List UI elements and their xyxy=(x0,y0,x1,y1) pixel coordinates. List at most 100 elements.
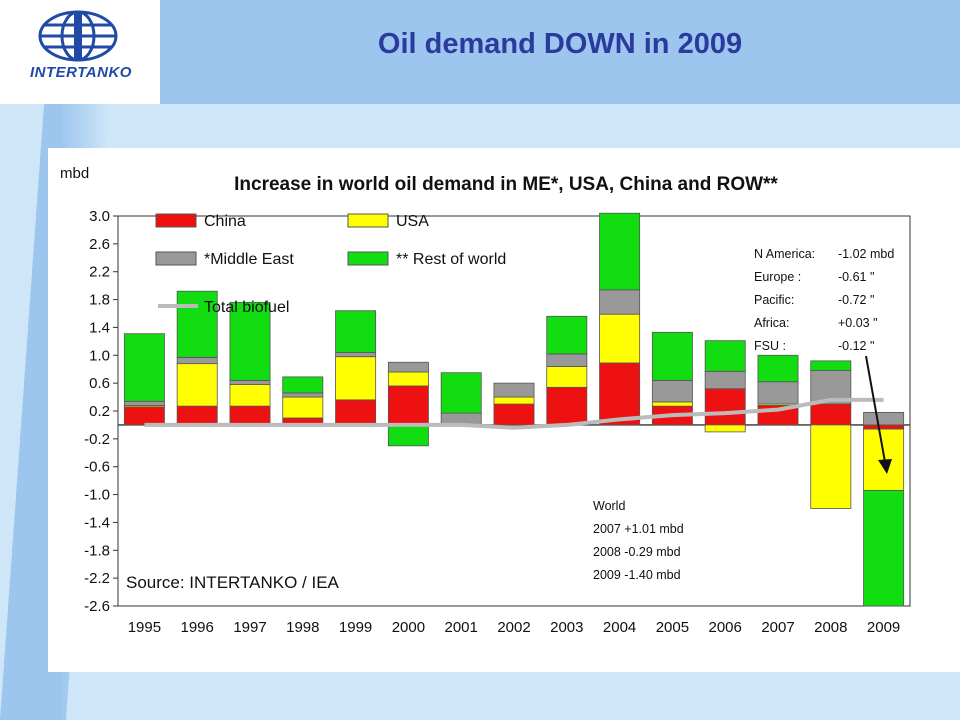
logo-area: INTERTANKO xyxy=(0,0,160,104)
bar-segment xyxy=(599,313,641,364)
chart-title: Increase in world oil demand in ME*, USA… xyxy=(234,174,778,195)
legend-swatch xyxy=(347,251,389,266)
biofuel-line xyxy=(144,397,884,430)
bar-segment xyxy=(229,379,271,385)
x-tick-label: 1995 xyxy=(128,619,161,636)
bar-segment xyxy=(229,301,271,381)
bar-segment xyxy=(176,363,218,407)
bar-segment xyxy=(493,396,535,405)
x-tick-label: 1998 xyxy=(286,619,319,636)
bar-segment xyxy=(546,386,588,426)
world-note: World xyxy=(593,499,625,513)
bar-segment xyxy=(493,382,535,398)
arrow-head-icon xyxy=(878,459,892,474)
bar-segment xyxy=(229,384,271,407)
bar-segment xyxy=(229,405,271,426)
bar-segment xyxy=(123,406,165,426)
bar-segment xyxy=(176,290,218,358)
region-note-value: +0.03 " xyxy=(838,316,878,330)
bar-segment xyxy=(546,353,588,367)
bar-segment xyxy=(493,403,535,426)
region-note-label: Africa: xyxy=(754,316,789,330)
y-tick-label: -2.2 xyxy=(84,570,110,587)
x-tick-label: 2005 xyxy=(656,619,689,636)
bar-segment xyxy=(651,379,693,403)
region-note-label: Europe : xyxy=(754,270,801,284)
bar-segment xyxy=(757,381,799,405)
bar-segment xyxy=(863,489,905,607)
x-tick-label: 2001 xyxy=(445,619,478,636)
legend-label: *Middle East xyxy=(204,251,294,268)
bar-segment xyxy=(282,396,324,419)
y-tick-label: 1.4 xyxy=(89,319,110,336)
y-tick-label: 3.0 xyxy=(89,208,110,225)
x-tick-label: 1997 xyxy=(233,619,266,636)
x-tick-label: 2007 xyxy=(761,619,794,636)
bar-segment xyxy=(546,366,588,388)
legend-swatch xyxy=(347,213,389,228)
y-tick-label: -0.6 xyxy=(84,459,110,476)
source-note: Source: INTERTANKO / IEA xyxy=(126,573,340,592)
header-band xyxy=(160,0,960,104)
bar-segment xyxy=(335,352,377,358)
bar-segment xyxy=(546,315,588,355)
y-tick-label: -1.8 xyxy=(84,542,110,559)
bar-segment xyxy=(704,370,746,390)
world-note: 2007 +1.01 mbd xyxy=(593,522,684,536)
world-note: 2008 -0.29 mbd xyxy=(593,545,681,559)
bar-segment xyxy=(810,424,852,509)
y-tick-label: 2.6 xyxy=(89,236,110,253)
bar-segment xyxy=(599,362,641,426)
x-tick-label: 2009 xyxy=(867,619,900,636)
y-axis-label: mbd xyxy=(60,165,89,182)
bar-segment xyxy=(387,385,429,426)
globe-logo-icon xyxy=(38,10,118,62)
legend-label: Total biofuel xyxy=(204,299,289,316)
y-tick-label: 2.2 xyxy=(89,264,110,281)
y-tick-label: 1.0 xyxy=(89,347,110,364)
bar-segment xyxy=(335,310,377,353)
stacked-bar-chart: mbd Increase in world oil demand in ME*,… xyxy=(60,165,911,636)
legend-label: ** Rest of world xyxy=(396,251,506,268)
bar-segment xyxy=(757,354,799,383)
logo-text: INTERTANKO xyxy=(30,64,132,81)
chart-panel: mbd Increase in world oil demand in ME*,… xyxy=(48,148,960,672)
bar-segment xyxy=(440,372,482,414)
legend-label: China xyxy=(204,213,246,230)
note-arrow xyxy=(865,355,886,463)
x-tick-label: 2006 xyxy=(709,619,742,636)
bar-segment xyxy=(704,340,746,372)
legend-swatch xyxy=(155,251,197,266)
region-note-label: FSU : xyxy=(754,339,786,353)
y-tick-label: 1.8 xyxy=(89,292,110,309)
bar-segment xyxy=(599,289,641,315)
bar-segment xyxy=(123,400,165,406)
bar-segment xyxy=(282,392,324,398)
bar-segment xyxy=(651,401,693,407)
bar-segment xyxy=(704,388,746,426)
bar-segment xyxy=(651,331,693,381)
bar-segment xyxy=(810,403,852,426)
plot-area: 3.0 2.6 2.2 1.8 1.4 1.0 0.6 0.2 -0.2 -0.6 -1.0 -1.4… xyxy=(84,208,911,636)
x-tick-label: 2003 xyxy=(550,619,583,636)
bar-segment xyxy=(176,405,218,426)
bar-segment xyxy=(599,212,641,291)
bar-segment xyxy=(863,411,905,426)
x-tick-label: 2004 xyxy=(603,619,636,636)
bar-segment xyxy=(810,360,852,372)
legend-label: USA xyxy=(396,213,429,230)
region-note-value: -0.12 " xyxy=(838,339,874,353)
x-tick-label: 1996 xyxy=(181,619,214,636)
bar-segment xyxy=(704,424,746,433)
bar-segment xyxy=(176,356,218,365)
bar-segment xyxy=(387,361,429,373)
x-tick-label: 2008 xyxy=(814,619,847,636)
x-tick-label: 2000 xyxy=(392,619,425,636)
region-note-value: -0.72 " xyxy=(838,293,874,307)
bar-segment xyxy=(282,376,324,394)
region-note-label: N America: xyxy=(754,247,815,261)
bar-segment xyxy=(387,424,429,447)
page-title: Oil demand DOWN in 2009 xyxy=(377,28,743,60)
x-tick-label: 1999 xyxy=(339,619,372,636)
region-note-value: -0.61 " xyxy=(838,270,874,284)
